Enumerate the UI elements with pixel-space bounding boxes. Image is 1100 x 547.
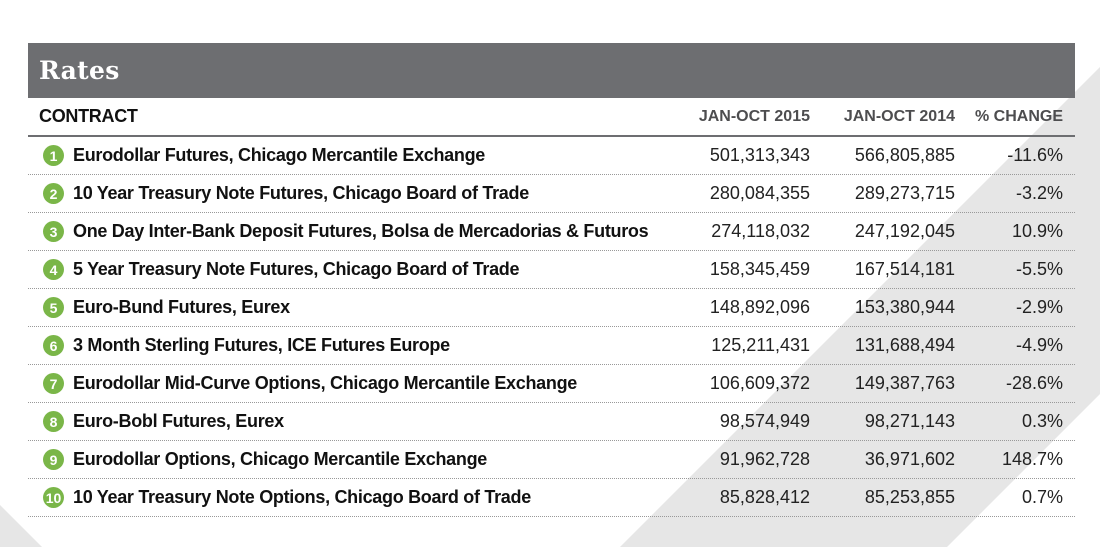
volume-2014: 131,688,494	[854, 335, 955, 355]
rank-badge: 1	[43, 145, 64, 166]
percent-change: -2.9%	[1015, 297, 1063, 317]
rank-badge: 3	[43, 221, 64, 242]
contract-name: 10 Year Treasury Note Options, Chicago B…	[73, 487, 531, 507]
contract-name: One Day Inter-Bank Deposit Futures, Bols…	[73, 221, 649, 241]
rank-cell: 4	[28, 259, 73, 280]
header-change: % CHANGE	[974, 107, 1063, 125]
volume-2015: 501,313,343	[709, 145, 810, 165]
rank-badge: 10	[43, 487, 64, 508]
rank-badge: 9	[43, 449, 64, 470]
table-row: 1 Eurodollar Futures, Chicago Mercantile …	[28, 137, 1075, 175]
header-jan-oct-2014: JAN-OCT 2014	[843, 107, 955, 125]
rank-cell: 2	[28, 183, 73, 204]
volume-2014: 167,514,181	[854, 259, 955, 279]
title-bar: Rates	[28, 43, 1075, 98]
percent-change: -4.9%	[1015, 335, 1063, 355]
rank-cell: 8	[28, 411, 73, 432]
rank-cell: 7	[28, 373, 73, 394]
volume-2014: 289,273,715	[854, 183, 955, 203]
volume-2014: 149,387,763	[854, 373, 955, 393]
volume-2014: 98,271,143	[864, 411, 955, 431]
contract-name: Eurodollar Mid-Curve Options, Chicago Me…	[73, 373, 577, 393]
volume-2014: 85,253,855	[864, 487, 955, 507]
corner-stripe	[0, 505, 42, 547]
rank-cell: 5	[28, 297, 73, 318]
volume-2015: 106,609,372	[709, 373, 810, 393]
contract-name: 3 Month Sterling Futures, ICE Futures Eu…	[73, 335, 450, 355]
rank-badge: 8	[43, 411, 64, 432]
volume-2015: 158,345,459	[709, 259, 810, 279]
volume-2014: 247,192,045	[854, 221, 955, 241]
volume-2015: 274,118,032	[711, 221, 810, 241]
percent-change: -11.6%	[1007, 145, 1063, 165]
volume-2015: 98,574,949	[719, 411, 810, 431]
percent-change: -5.5%	[1015, 259, 1063, 279]
volume-2014: 153,380,944	[854, 297, 955, 317]
column-header-row: CONTRACT JAN-OCT 2015 JAN-OCT 2014 % CHA…	[28, 98, 1075, 137]
diagonal-stripe	[620, 67, 1100, 547]
rank-badge: 5	[43, 297, 64, 318]
rank-cell: 9	[28, 449, 73, 470]
table-row: 5 Euro-Bund Futures, Eurex 148,892,096 153,…	[28, 289, 1075, 327]
volume-2015: 280,084,355	[709, 183, 810, 203]
percent-change: 0.3%	[1021, 411, 1063, 431]
header-jan-oct-2015: JAN-OCT 2015	[698, 107, 810, 125]
volume-2015: 91,962,728	[719, 449, 810, 469]
contract-name: Eurodollar Options, Chicago Mercantile E…	[73, 449, 487, 469]
rank-cell: 6	[28, 335, 73, 356]
percent-change: 148.7%	[1001, 449, 1063, 469]
contract-name: 5 Year Treasury Note Futures, Chicago Bo…	[73, 259, 520, 279]
table-row: 7 Eurodollar Mid-Curve Options, Chicago M…	[28, 365, 1075, 403]
rank-cell: 3	[28, 221, 73, 242]
header-contract: CONTRACT	[39, 106, 138, 126]
table-row: 4 5 Year Treasury Note Futures, Chicago B…	[28, 251, 1075, 289]
rank-badge: 6	[43, 335, 64, 356]
volume-2015: 125,211,431	[711, 335, 810, 355]
volume-2014: 36,971,602	[864, 449, 955, 469]
volume-2014: 566,805,885	[854, 145, 955, 165]
percent-change: 0.7%	[1021, 487, 1063, 507]
rank-badge: 4	[43, 259, 64, 280]
contract-name: Euro-Bobl Futures, Eurex	[73, 411, 284, 431]
percent-change: -28.6%	[1005, 373, 1063, 393]
rank-badge: 2	[43, 183, 64, 204]
contract-name: Euro-Bund Futures, Eurex	[73, 297, 290, 317]
table-row: 9 Eurodollar Options, Chicago Mercantile …	[28, 441, 1075, 479]
rank-cell: 1	[28, 145, 73, 166]
rank-badge: 7	[43, 373, 64, 394]
table-body: 1 Eurodollar Futures, Chicago Mercantile …	[28, 137, 1075, 517]
percent-change: -3.2%	[1015, 183, 1063, 203]
table-row: 10 10 Year Treasury Note Options, Chicago…	[28, 479, 1075, 517]
table-row: 6 3 Month Sterling Futures, ICE Futures E…	[28, 327, 1075, 365]
percent-change: 10.9%	[1011, 221, 1063, 241]
table-row: 3 One Day Inter-Bank Deposit Futures, Bol…	[28, 213, 1075, 251]
table-title: Rates	[39, 56, 120, 85]
volume-2015: 85,828,412	[719, 487, 810, 507]
rank-cell: 10	[28, 487, 73, 508]
table-row: 8 Euro-Bobl Futures, Eurex 98,574,949 98,27…	[28, 403, 1075, 441]
rates-table: Rates CONTRACT JAN-OCT 2015 JAN-OCT 2014…	[28, 43, 1075, 517]
contract-name: 10 Year Treasury Note Futures, Chicago B…	[73, 183, 529, 203]
table-row: 2 10 Year Treasury Note Futures, Chicago …	[28, 175, 1075, 213]
contract-name: Eurodollar Futures, Chicago Mercantile E…	[73, 145, 485, 165]
volume-2015: 148,892,096	[709, 297, 810, 317]
